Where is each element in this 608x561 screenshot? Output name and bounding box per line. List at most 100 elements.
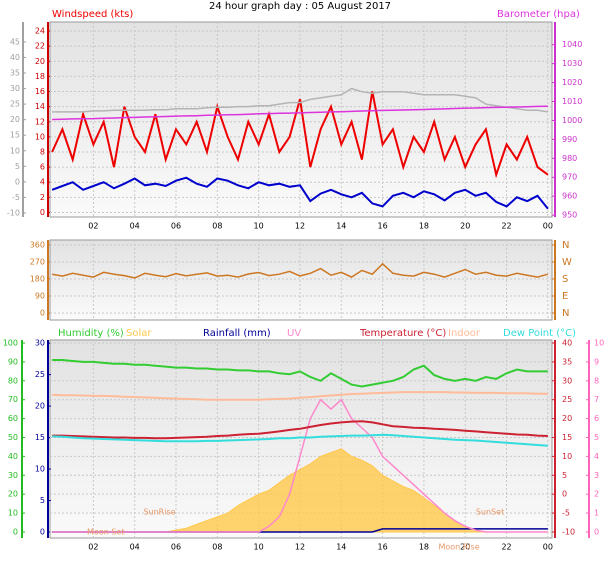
y-tick-label: 10 [8, 509, 18, 518]
y-tick-label: 30 [562, 376, 572, 385]
y-tick-label: 180 [30, 274, 45, 283]
y-tick-label: 10 [35, 132, 45, 141]
y-tick-label: 20 [35, 402, 45, 411]
y-tick-label: 960 [562, 192, 577, 201]
y-tick-label: 2 [40, 193, 45, 202]
y-tick-label: 0 [13, 527, 18, 536]
y-tick-label: 6 [40, 163, 45, 172]
y-tick-label: 10 [562, 452, 572, 461]
y-tick-label: 25 [10, 100, 20, 109]
x-tick-label: 00 [543, 543, 553, 552]
series-line [52, 398, 548, 533]
y-tick-label: 0 [40, 309, 45, 318]
y-tick-label: 50 [8, 433, 18, 442]
x-tick-label: 20 [460, 543, 470, 552]
y-tick-label: 30 [10, 84, 20, 93]
y-tick-label: 30 [35, 339, 45, 348]
annotation: Moon Set [87, 528, 124, 537]
y-tick-label: 45 [10, 37, 20, 46]
y-tick-label: 1020 [562, 78, 582, 87]
y-tick-label: 15 [10, 131, 20, 140]
y-tick-label: 1000 [562, 116, 582, 125]
y-tick-label: W [562, 257, 572, 268]
plot-area [49, 21, 553, 218]
y-tick-label: 40 [562, 339, 572, 348]
y-tick-label: 35 [562, 357, 572, 366]
x-tick-label: 12 [295, 222, 305, 231]
series-line [51, 91, 549, 179]
y-tick-label: 40 [8, 452, 18, 461]
legend-label: Dew Point (°C) [503, 328, 576, 339]
y-tick-label: 10 [594, 339, 604, 348]
y-tick-label: 8 [40, 148, 45, 157]
annotation: SunSet [476, 508, 504, 517]
plot-area [49, 239, 553, 321]
series-line [52, 359, 548, 388]
y-tick-label: 0 [562, 490, 567, 499]
y-tick-label: 1 [594, 509, 599, 518]
x-tick-label: 06 [171, 222, 181, 231]
y-tick-label: N [562, 240, 569, 251]
y-tick-label: 90 [35, 291, 45, 300]
series-line [52, 391, 548, 401]
x-tick-label: 14 [336, 222, 346, 231]
y-tick-label: 30 [8, 471, 18, 480]
y-tick-label: 25 [562, 395, 572, 404]
x-tick-label: 12 [295, 543, 305, 552]
y-tick-label: 3 [594, 471, 599, 480]
y-tick-label: 100 [3, 339, 18, 348]
x-tick-label: 00 [543, 222, 553, 231]
x-tick-label: 10 [254, 222, 264, 231]
y-tick-label: 80 [8, 376, 18, 385]
y-tick-label: -10 [7, 208, 20, 217]
y-tick-label: 4 [40, 178, 45, 187]
y-tick-label: 950 [562, 211, 577, 220]
x-tick-label: 16 [378, 543, 388, 552]
annotation: Moon Rise [438, 543, 479, 552]
legend-label: Rainfall (mm) [203, 328, 271, 339]
y-tick-label: 20 [562, 414, 572, 423]
legend-label: Temperature (°C) [359, 328, 446, 339]
y-tick-label: 0 [594, 527, 599, 536]
x-tick-label: 06 [171, 543, 181, 552]
y-tick-label: 35 [10, 69, 20, 78]
y-tick-label: 990 [562, 135, 577, 144]
x-tick-label: 20 [460, 222, 470, 231]
series-line [52, 105, 548, 121]
x-tick-label: 18 [419, 543, 429, 552]
y-tick-label: 0 [15, 177, 20, 186]
y-tick-label: 980 [562, 154, 577, 163]
y-tick-label: 90 [8, 357, 18, 366]
legend-label: Indoor [448, 328, 481, 339]
y-tick-label: 10 [35, 465, 45, 474]
chart-title: 24 hour graph day : 05 August 2017 [209, 1, 391, 12]
x-tick-label: 02 [88, 222, 98, 231]
y-tick-label: 0 [40, 528, 45, 537]
x-tick-label: 16 [378, 222, 388, 231]
x-tick-label: 22 [501, 222, 511, 231]
y-tick-label: 970 [562, 173, 577, 182]
legend-label: Barometer (hpa) [497, 9, 580, 20]
y-tick-label: 40 [10, 53, 20, 62]
legend-label: Solar [126, 328, 152, 339]
legend-label: Windspeed (kts) [52, 9, 133, 20]
x-tick-label: 04 [130, 543, 140, 552]
y-tick-label: -5 [562, 509, 570, 518]
series-line [51, 176, 549, 210]
y-tick-label: 5 [594, 433, 599, 442]
y-tick-label: 70 [8, 395, 18, 404]
y-tick-label: 20 [10, 115, 20, 124]
y-tick-label: 1030 [562, 59, 582, 68]
annotation: SunRise [143, 508, 175, 517]
x-tick-label: 08 [212, 543, 222, 552]
y-tick-label: 8 [594, 376, 599, 385]
y-tick-label: 15 [35, 433, 45, 442]
y-tick-label: 12 [35, 117, 45, 126]
series-line [52, 420, 548, 440]
y-tick-label: N [562, 308, 569, 319]
x-tick-label: 18 [419, 222, 429, 231]
y-tick-label: 5 [40, 496, 45, 505]
legend-label: Humidity (%) [58, 328, 124, 339]
y-tick-label: S [562, 274, 568, 285]
